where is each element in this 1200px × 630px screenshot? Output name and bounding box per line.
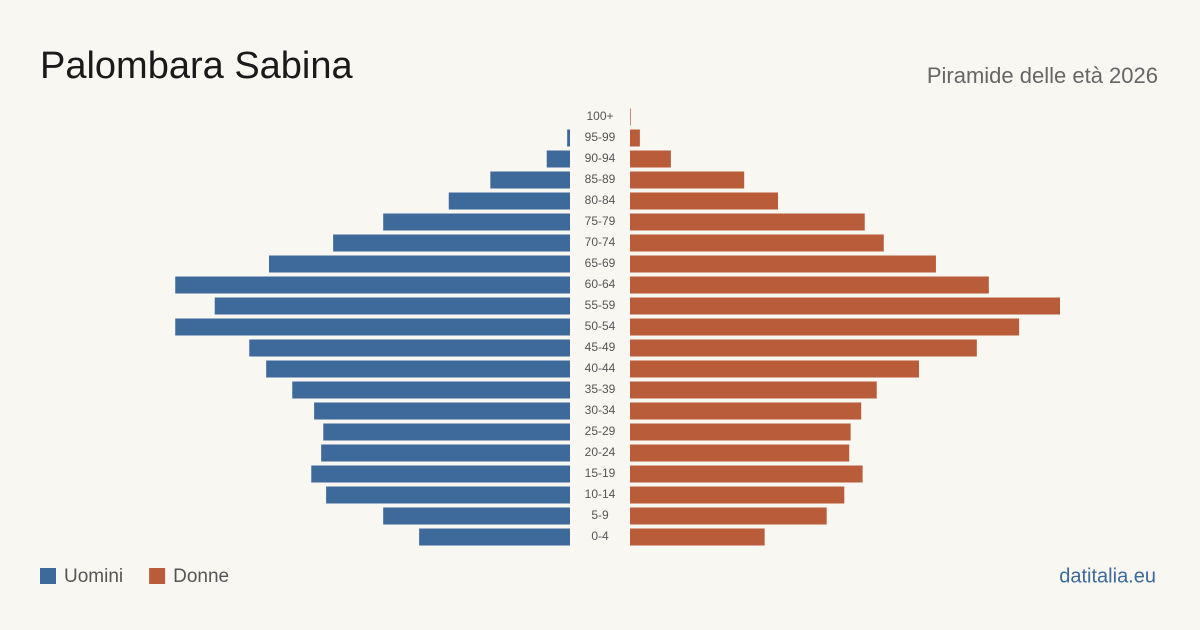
bar bbox=[630, 234, 884, 252]
age-label: 20-24 bbox=[585, 445, 616, 459]
legend-label: Uomini bbox=[64, 566, 123, 587]
bar bbox=[490, 171, 570, 189]
age-label: 55-59 bbox=[585, 298, 616, 312]
age-label: 25-29 bbox=[585, 424, 616, 438]
bar bbox=[630, 423, 851, 441]
bar bbox=[630, 528, 765, 546]
age-label: 70-74 bbox=[585, 235, 616, 249]
bar bbox=[323, 423, 570, 441]
age-label: 65-69 bbox=[585, 256, 616, 270]
bar bbox=[448, 192, 570, 210]
age-label: 80-84 bbox=[585, 193, 616, 207]
bar bbox=[292, 381, 570, 399]
age-label: 10-14 bbox=[585, 487, 616, 501]
bar bbox=[326, 486, 570, 504]
age-label: 15-19 bbox=[585, 466, 616, 480]
age-label: 30-34 bbox=[585, 403, 616, 417]
age-label: 50-54 bbox=[585, 319, 616, 333]
bar bbox=[630, 192, 779, 210]
bar bbox=[630, 486, 845, 504]
bar bbox=[314, 402, 570, 420]
bar bbox=[630, 213, 865, 231]
bar bbox=[630, 171, 745, 189]
bar bbox=[630, 402, 862, 420]
bar bbox=[630, 255, 936, 273]
bar bbox=[383, 507, 570, 525]
bar bbox=[546, 150, 570, 168]
bar bbox=[383, 213, 570, 231]
bar bbox=[333, 234, 570, 252]
bar bbox=[630, 150, 671, 168]
bar bbox=[630, 318, 1020, 336]
bar bbox=[214, 297, 570, 315]
age-label: 90-94 bbox=[585, 151, 616, 165]
bar bbox=[630, 129, 640, 147]
bar bbox=[630, 507, 827, 525]
age-label: 60-64 bbox=[585, 277, 616, 291]
age-label: 85-89 bbox=[585, 172, 616, 186]
bar bbox=[419, 528, 570, 546]
age-label: 100+ bbox=[586, 109, 613, 123]
bar bbox=[175, 318, 570, 336]
bar bbox=[321, 444, 570, 462]
bar bbox=[311, 465, 570, 483]
bar bbox=[249, 339, 570, 357]
chart-title: Palombara Sabina bbox=[40, 45, 354, 87]
legend-swatch bbox=[149, 568, 166, 584]
bar bbox=[630, 465, 863, 483]
age-label: 75-79 bbox=[585, 214, 616, 228]
bar bbox=[630, 381, 877, 399]
bar bbox=[630, 444, 850, 462]
bar bbox=[630, 276, 989, 294]
bar bbox=[630, 339, 977, 357]
legend-label: Donne bbox=[173, 566, 229, 587]
chart-subtitle: Piramide delle età 2026 bbox=[927, 63, 1158, 88]
age-label: 0-4 bbox=[591, 529, 609, 543]
age-label: 35-39 bbox=[585, 382, 616, 396]
age-label: 95-99 bbox=[585, 130, 616, 144]
bar bbox=[567, 129, 570, 147]
bar bbox=[630, 360, 920, 378]
age-label: 5-9 bbox=[591, 508, 609, 522]
legend-swatch bbox=[40, 568, 56, 584]
bar bbox=[266, 360, 570, 378]
bar bbox=[630, 108, 631, 126]
age-label: 45-49 bbox=[585, 340, 616, 354]
bar bbox=[269, 255, 570, 273]
bar bbox=[630, 297, 1060, 315]
bar bbox=[175, 276, 570, 294]
age-label: 40-44 bbox=[585, 361, 616, 375]
source: datitalia.eu bbox=[1059, 565, 1156, 587]
